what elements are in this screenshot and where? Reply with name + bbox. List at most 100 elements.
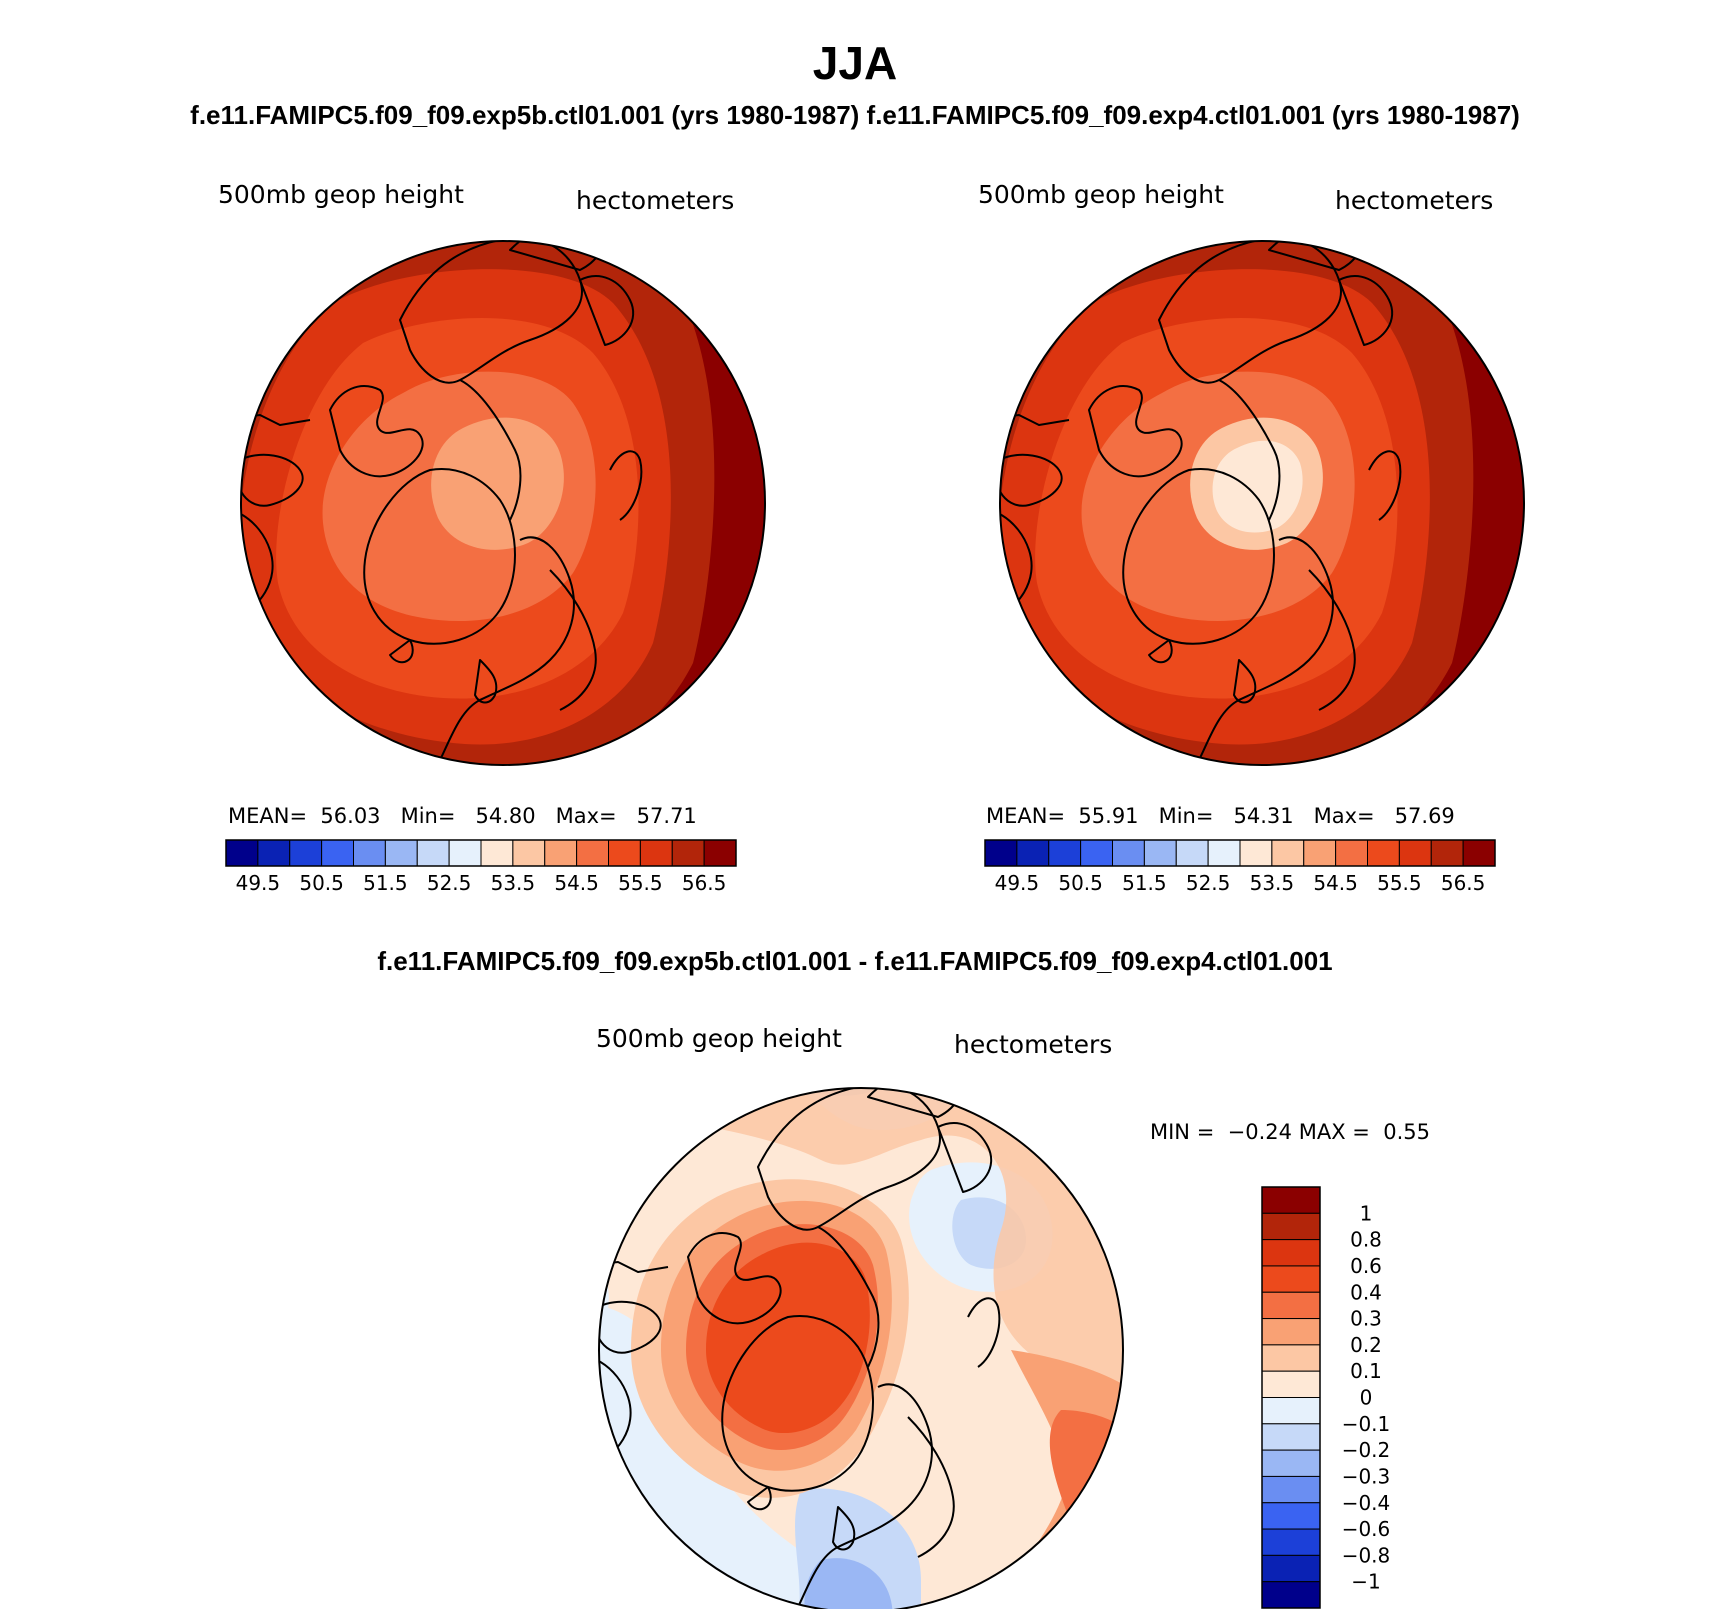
colorbar-swatch <box>1261 1265 1321 1293</box>
colorbar-swatch <box>544 839 578 867</box>
left-mean-value: 56.03 <box>320 804 381 828</box>
right-coastlines <box>957 220 1401 760</box>
coastline <box>758 1084 940 1229</box>
coastline <box>198 507 273 620</box>
diff-units-label: hectometers <box>954 1030 1113 1059</box>
colorbar-swatch <box>1016 839 1050 867</box>
colorbar-swatch <box>416 839 450 867</box>
colorbar-tick-label: 51.5 <box>1122 871 1167 895</box>
coastline <box>1234 660 1255 703</box>
colorbar-swatch <box>1261 1370 1321 1398</box>
figure-subtitle: f.e11.FAMIPC5.f09_f09.exp5b.ctl01.001 (y… <box>190 100 1520 130</box>
left-map-contours <box>241 241 765 765</box>
right-mean-label: MEAN= <box>986 804 1066 828</box>
coastline <box>364 469 515 644</box>
colorbar-swatch <box>1398 839 1432 867</box>
colorbar-swatch <box>321 839 354 867</box>
colorbar-tick-label: 1 <box>1360 1201 1373 1225</box>
right-units-label: hectometers <box>1335 186 1494 215</box>
coastline <box>722 1316 873 1491</box>
colorbar-swatch <box>1271 839 1305 867</box>
colorbar-tick-label: 0.2 <box>1350 1333 1382 1357</box>
diff-min-label: MIN = <box>1150 1120 1215 1144</box>
coastline <box>220 415 310 425</box>
colorbar-tick-label: 0 <box>1360 1386 1373 1410</box>
colorbar-swatch <box>1239 839 1273 867</box>
colorbar-tick-label: −0.1 <box>1342 1412 1391 1436</box>
colorbar-tick-label: 0.8 <box>1350 1228 1382 1252</box>
right-stats: MEAN= 55.91 Min= 54.31 Max= 57.69 <box>986 804 1455 828</box>
coastline <box>237 455 302 506</box>
colorbar-swatch <box>1112 839 1145 867</box>
diff-max-value: 0.55 <box>1383 1120 1430 1144</box>
coastline <box>1369 451 1400 520</box>
coastline <box>979 415 1069 425</box>
colorbar-swatch <box>1261 1581 1321 1609</box>
coastline <box>330 386 423 476</box>
colorbar-tick-label: 0.1 <box>1350 1359 1382 1383</box>
left-units-label: hectometers <box>576 186 735 215</box>
colorbar-swatch <box>639 839 673 867</box>
colorbar-swatch <box>257 839 291 867</box>
colorbar-swatch <box>1261 1186 1321 1214</box>
coastline <box>550 570 596 710</box>
colorbar-swatch <box>1048 839 1082 867</box>
left-max-value: 57.71 <box>636 804 697 828</box>
colorbar-swatch <box>1175 839 1209 867</box>
right-variable-label: 500mb geop height <box>978 180 1224 209</box>
colorbar-swatch <box>384 839 418 867</box>
coastline <box>833 1507 854 1550</box>
colorbar-swatch <box>289 839 323 867</box>
colorbar-swatch <box>1261 1449 1321 1477</box>
coastline <box>996 455 1061 506</box>
colorbar-tick-label: 56.5 <box>1441 871 1486 895</box>
coastline-set <box>556 1067 1000 1607</box>
left-coastlines <box>198 220 642 760</box>
colorbar-tick-label: 49.5 <box>236 871 281 895</box>
coastline <box>818 1227 878 1367</box>
colorbar-tick-label: −1 <box>1351 1570 1380 1594</box>
coastline <box>1199 537 1333 760</box>
colorbar-tick-label: −0.4 <box>1342 1491 1391 1515</box>
right-min-value: 54.31 <box>1233 804 1294 828</box>
colorbar-frame <box>984 839 1496 867</box>
right-max-value: 57.69 <box>1394 804 1455 828</box>
colorbar-tick-label: 56.5 <box>682 871 727 895</box>
colorbar-swatch <box>1261 1344 1321 1372</box>
coastline <box>595 1302 660 1353</box>
left-variable-label: 500mb geop height <box>218 180 464 209</box>
colorbar-swatch <box>1430 839 1464 867</box>
coastline <box>957 507 1032 620</box>
right-max-label: Max= <box>1313 804 1375 828</box>
colorbar-tick-label: 0.6 <box>1350 1254 1382 1278</box>
right-mean-value: 55.91 <box>1078 804 1139 828</box>
colorbar-swatch <box>1261 1423 1321 1451</box>
diff-max-label: MAX = <box>1298 1120 1370 1144</box>
colorbar-tick-label: 54.5 <box>554 871 599 895</box>
colorbar-swatch <box>576 839 609 867</box>
colorbar-swatch <box>1261 1318 1321 1346</box>
colorbar-swatch <box>1335 839 1368 867</box>
right-map-border <box>999 240 1525 766</box>
colorbar-swatch <box>448 839 482 867</box>
colorbar-swatch <box>671 839 705 867</box>
contour-band <box>599 1440 631 1590</box>
colorbar-swatch <box>1261 1554 1321 1583</box>
colorbar-swatch <box>1367 839 1400 867</box>
diff-map-fill <box>599 1088 1123 1609</box>
coastline <box>610 451 641 520</box>
left-colorbar: 49.5 50.5 51.5 52.5 53.5 54.5 55.5 56.5 <box>225 839 737 895</box>
colorbar-tick-label: 50.5 <box>299 871 344 895</box>
colorbar-swatch <box>608 839 641 867</box>
colorbar-swatch <box>1303 839 1337 867</box>
colorbar-tick-label: −0.8 <box>1342 1543 1391 1567</box>
diff-coastlines <box>556 1067 1000 1607</box>
coastline <box>748 1487 771 1509</box>
contour-band <box>1049 1410 1123 1570</box>
left-min-label: Min= <box>400 804 456 828</box>
diff-map <box>599 1088 1123 1609</box>
coastline <box>460 380 520 520</box>
coastline <box>400 237 582 382</box>
colorbar-tick-label: 51.5 <box>363 871 408 895</box>
